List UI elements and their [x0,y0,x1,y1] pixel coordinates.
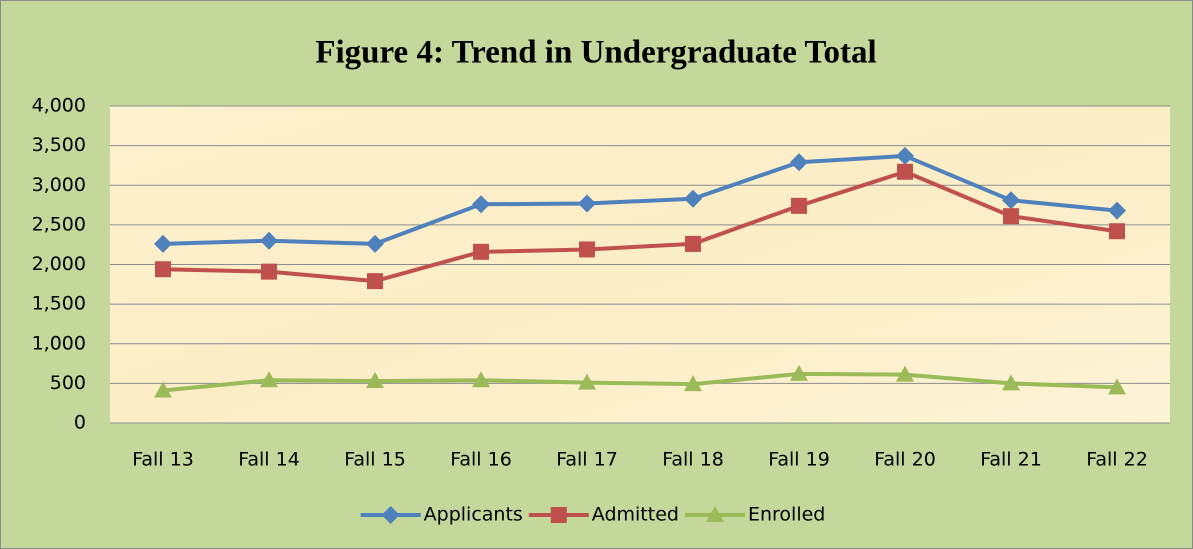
marker [790,153,808,172]
marker [261,263,277,280]
y-tick-label: 2,000 [32,253,86,275]
marker [1108,378,1126,395]
marker [367,273,383,290]
marker [472,371,490,388]
marker [896,146,914,165]
marker [1108,201,1126,220]
legend-label: Applicants [424,504,523,526]
x-tick-label: Fall 21 [980,449,1042,471]
x-tick-label: Fall 13 [132,449,194,471]
marker [366,371,384,388]
series-line [162,153,1118,246]
marker [366,234,384,253]
legend-marker [705,506,724,522]
marker [1003,208,1019,225]
x-tick-label: Fall 17 [556,449,618,471]
x-tick-label: Fall 19 [768,449,830,471]
marker [1002,191,1020,210]
y-tick-label: 500 [50,372,86,394]
marker [154,381,172,398]
y-tick-label: 3,000 [32,174,86,196]
marker [473,243,489,260]
legend-label: Admitted [592,504,679,526]
marker [154,234,172,253]
marker [896,365,914,382]
legend-marker [550,507,567,523]
marker [684,375,702,392]
marker [684,189,702,208]
legend-label: Enrolled [748,504,825,526]
y-tick-label: 3,500 [32,134,86,156]
marker [1109,223,1125,240]
series-line [162,371,1118,393]
marker [897,163,913,180]
y-tick-label: 1,500 [32,293,86,315]
marker [260,231,278,250]
marker [260,371,278,388]
x-tick-label: Fall 16 [450,449,512,471]
x-tick-label: Fall 22 [1086,449,1148,471]
x-tick-label: Fall 15 [344,449,406,471]
y-tick-label: 2,500 [32,213,86,235]
marker [791,197,807,214]
marker [155,261,171,278]
marker [685,235,701,252]
marker [578,373,596,390]
marker [1002,374,1020,391]
y-tick-label: 4,000 [32,95,86,117]
marker [579,241,595,258]
marker [472,195,490,214]
series-line [162,169,1118,284]
x-tick-label: Fall 18 [662,449,724,471]
legend-marker [381,506,400,524]
marker [578,194,596,213]
x-tick-label: Fall 20 [874,449,936,471]
y-tick-label: 0 [74,412,86,434]
marker [790,364,808,381]
chart-title: Figure 4: Trend in Undergraduate Total [315,35,876,71]
x-tick-label: Fall 14 [238,449,300,471]
y-tick-label: 1,000 [32,332,86,354]
